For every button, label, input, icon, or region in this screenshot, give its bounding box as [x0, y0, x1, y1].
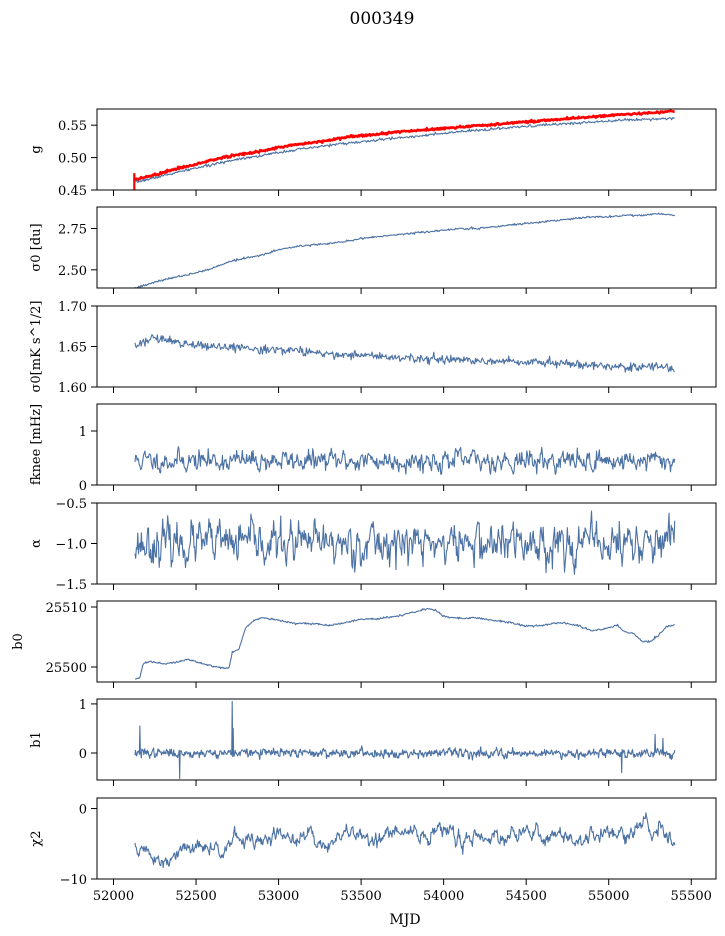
series-line-1 [134, 334, 675, 373]
series-line-1 [134, 700, 676, 780]
y-axis-label: b1 [29, 731, 44, 748]
x-tick-label: 54000 [423, 889, 464, 904]
panel-5: −1.5 −1.0 −0.5 α [29, 497, 717, 593]
x-tick-label: 52000 [93, 889, 134, 904]
y-tick-label: 2.75 [58, 222, 87, 237]
series-line-1 [134, 212, 676, 288]
series-line-1 [134, 607, 675, 680]
y-axis-label: σ0 [du] [29, 223, 44, 271]
x-tick-label: 53500 [340, 889, 381, 904]
panel-frame [96, 797, 717, 880]
y-tick-label: 0 [79, 803, 87, 818]
y-tick-label: 1.60 [58, 381, 87, 396]
panel-frame [96, 403, 717, 486]
series-line-2 [132, 109, 676, 182]
x-tick-label: 55000 [588, 889, 629, 904]
panel-2: 2.50 2.75 σ0 [du] [29, 206, 717, 294]
y-axis-label: σ0[mK s^1/2] [29, 301, 44, 393]
y-tick-label: 0 [79, 479, 87, 494]
y-tick-label: 0.55 [58, 119, 87, 134]
panel-frame [96, 305, 717, 388]
panels: 0.45 0.50 0.55 g 2.50 2.75 σ0 [du] 1.60 1.65 1.70… [11, 108, 717, 904]
panel-3: 1.60 1.65 1.70 σ0[mK s^1/2] [29, 300, 717, 396]
y-tick-label: 0.50 [58, 152, 87, 167]
y-tick-label: −0.5 [55, 497, 87, 512]
panel-frame [96, 698, 717, 781]
panel-6: 25500 25510 b0 [11, 600, 717, 688]
y-tick-label: 25500 [46, 661, 87, 676]
series-line-1 [134, 510, 676, 575]
panel-8: −10 0 52000 52500 53000 53500 54000 54500 55000 5… [29, 797, 717, 904]
y-tick-label: −1.5 [55, 578, 87, 593]
y-tick-label: 1 [79, 425, 87, 440]
y-axis-label: α [29, 539, 44, 548]
y-tick-label: −1.0 [55, 538, 87, 553]
panel-frame [96, 600, 717, 683]
y-tick-label: 25510 [46, 601, 87, 616]
x-axis-label: MJD [389, 912, 420, 928]
panel-frame [96, 206, 717, 289]
y-tick-label: 1 [79, 698, 87, 713]
series-line-1 [134, 446, 676, 475]
y-axis-label: fknee [mHz] [29, 404, 44, 485]
y-tick-label: −10 [60, 873, 87, 888]
panel-1: 0.45 0.50 0.55 g [29, 108, 717, 199]
panel-7: 0 1 b1 [29, 698, 717, 786]
panel-frame [96, 108, 717, 191]
y-axis-label: g [29, 145, 44, 153]
figure-title: 000349 [350, 9, 415, 29]
x-tick-label: 52500 [175, 889, 216, 904]
x-tick-label: 55500 [671, 889, 712, 904]
x-tick-label: 53000 [258, 889, 299, 904]
y-tick-label: 1.70 [58, 300, 87, 315]
y-tick-label: 0 [79, 747, 87, 762]
y-axis-label: χ2 [29, 830, 44, 846]
y-tick-label: 2.50 [58, 264, 87, 279]
y-tick-label: 0.45 [58, 184, 87, 199]
x-tick-label: 54500 [505, 889, 546, 904]
y-tick-label: 1.65 [58, 341, 87, 356]
y-axis-label: b0 [11, 633, 26, 650]
panel-4: 0 1 fknee [mHz] [29, 403, 717, 494]
series-line-1 [133, 117, 675, 183]
series-line-1 [134, 812, 676, 869]
